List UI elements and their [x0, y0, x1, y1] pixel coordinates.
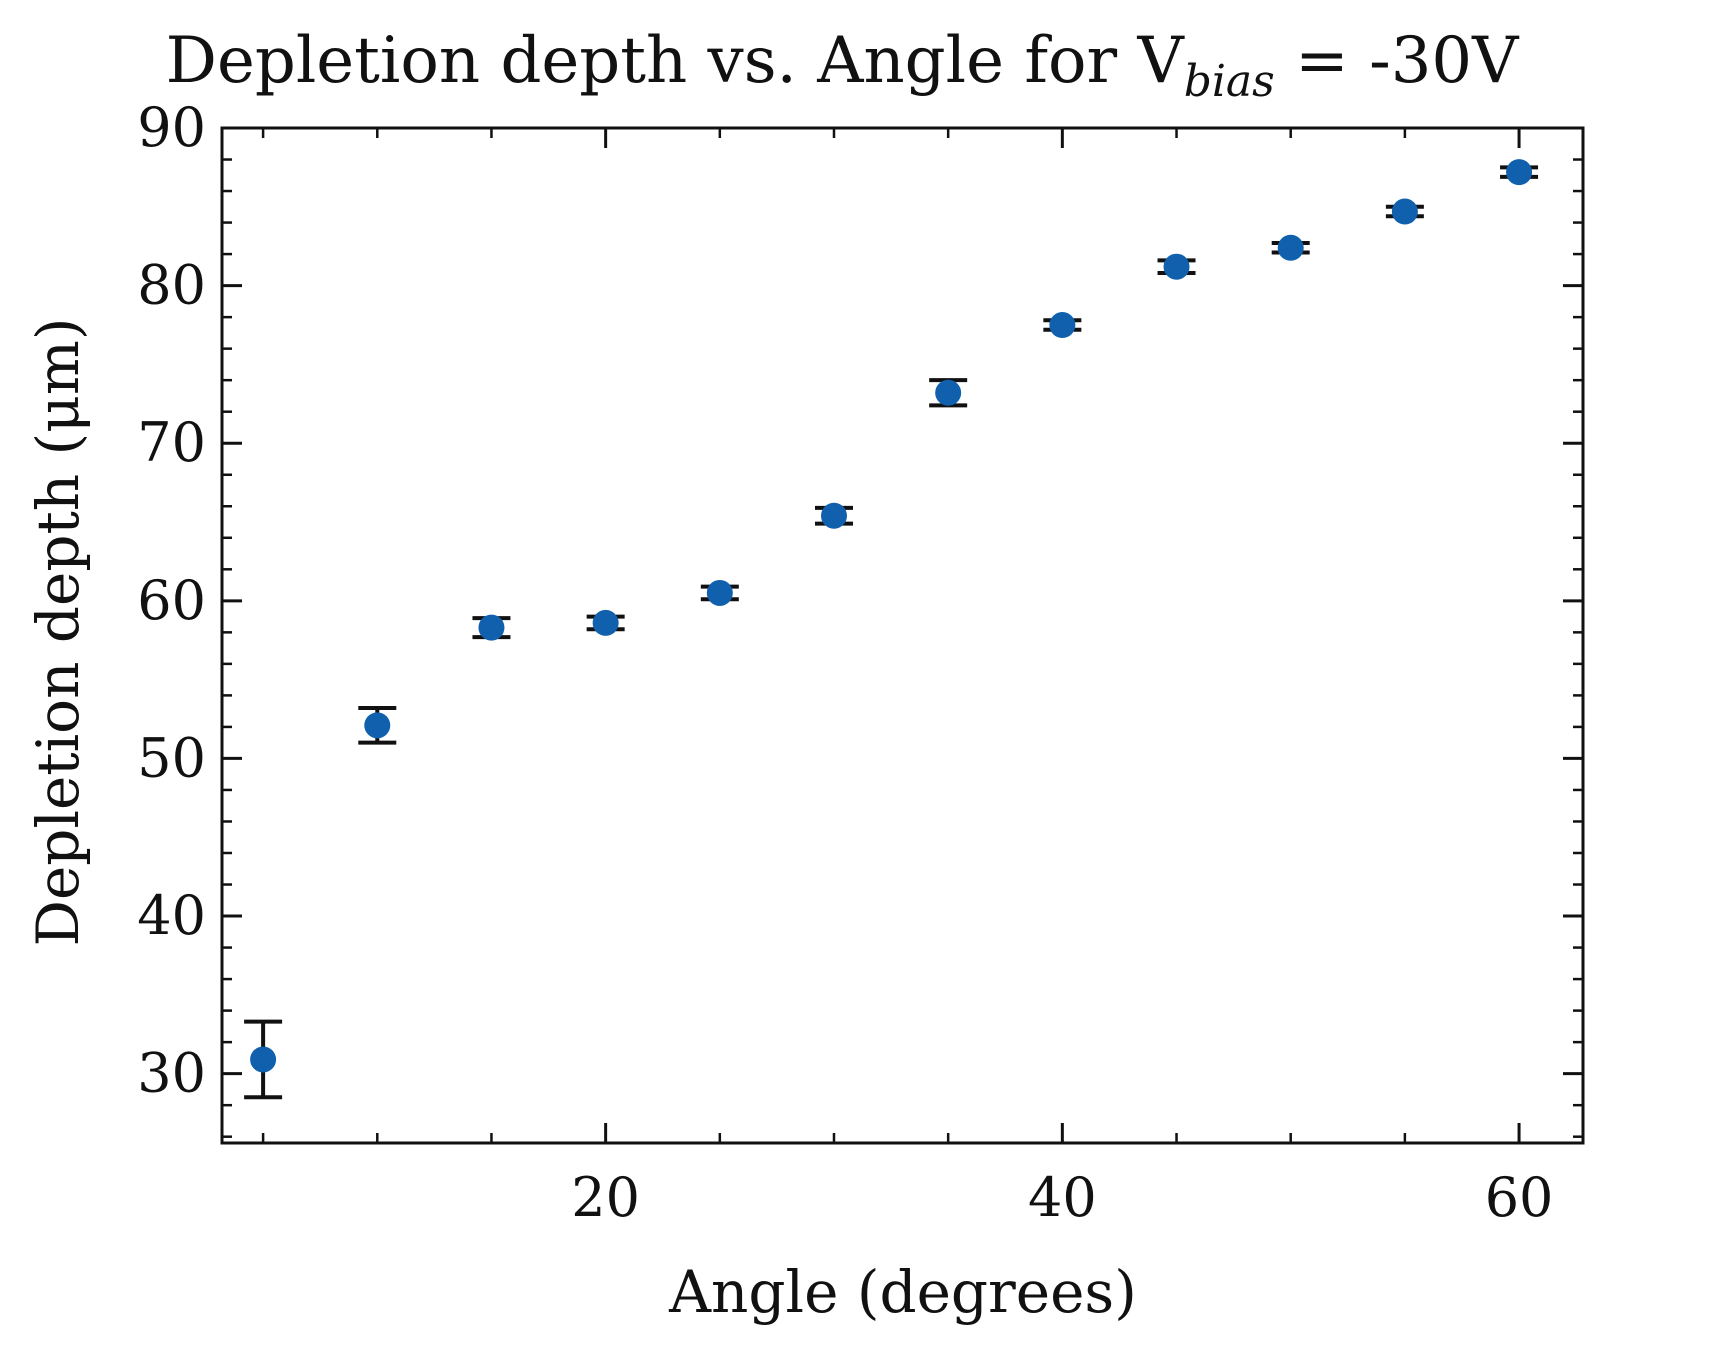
chart-title-main: Depletion depth vs. Angle for V [166, 24, 1186, 98]
plot-frame [220, 126, 1585, 1145]
y-axis-label: Depletion depth (μm) [24, 317, 92, 946]
data-point [1049, 312, 1076, 339]
chart-title-subscript: bias [1184, 56, 1275, 107]
y-tick-label: 50 [137, 726, 206, 789]
x-tick-label: 20 [571, 1166, 640, 1229]
data-point [1277, 234, 1304, 261]
data-point [935, 379, 962, 406]
tick-marks [222, 126, 1583, 1143]
x-tick-label: 60 [1485, 1166, 1554, 1229]
data-point [364, 712, 391, 739]
data-point [1506, 159, 1533, 186]
x-axis-label: Angle (degrees) [668, 1258, 1137, 1326]
x-tick-label: 40 [1028, 1166, 1097, 1229]
data-point [706, 579, 733, 606]
data-point [592, 609, 619, 636]
y-tick-label: 60 [137, 569, 206, 632]
y-tick-label: 40 [137, 884, 206, 947]
chart-title-tail: = -30V [1275, 24, 1520, 98]
chart-title: Depletion depth vs. Angle for Vbias = -3… [166, 24, 1520, 107]
data-point [1163, 253, 1190, 280]
data-point [1391, 198, 1418, 225]
y-tick-label: 70 [137, 411, 206, 474]
y-tick-label: 90 [137, 96, 206, 159]
y-tick-label: 30 [137, 1042, 206, 1105]
data-point [820, 502, 847, 529]
data-points [250, 159, 1533, 1073]
tick-labels: 20 40 60 30 40 50 60 70 80 90 [137, 96, 1553, 1229]
y-tick-label: 80 [137, 254, 206, 317]
data-point [478, 614, 505, 641]
data-point [250, 1046, 277, 1073]
error-bars [244, 165, 1539, 1100]
